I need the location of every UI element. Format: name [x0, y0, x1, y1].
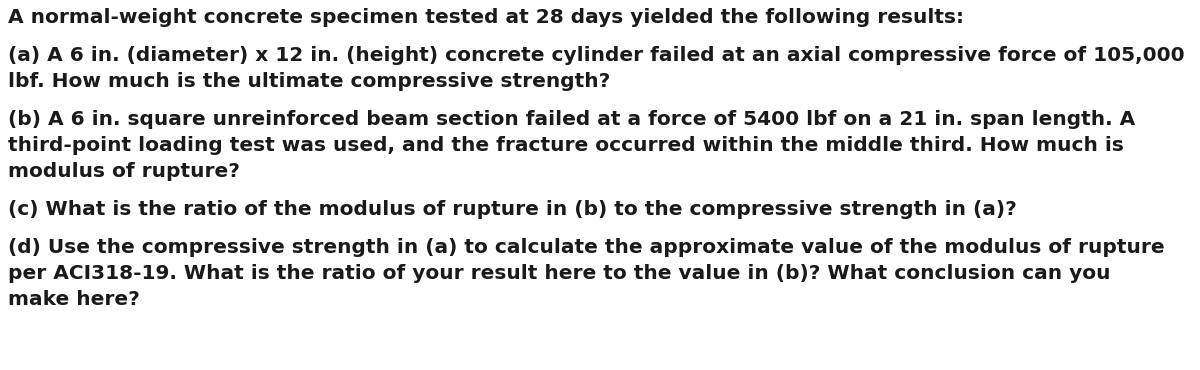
- Text: lbf. How much is the ultimate compressive strength?: lbf. How much is the ultimate compressiv…: [8, 72, 611, 91]
- Text: (d) Use the compressive strength in (a) to calculate the approximate value of th: (d) Use the compressive strength in (a) …: [8, 238, 1165, 257]
- Text: make here?: make here?: [8, 290, 139, 309]
- Text: per ACI318-19. What is the ratio of your result here to the value in (b)? What c: per ACI318-19. What is the ratio of your…: [8, 264, 1110, 283]
- Text: (c) What is the ratio of the modulus of rupture in (b) to the compressive streng: (c) What is the ratio of the modulus of …: [8, 200, 1016, 219]
- Text: (b) A 6 in. square unreinforced beam section failed at a force of 5400 lbf on a : (b) A 6 in. square unreinforced beam sec…: [8, 110, 1135, 129]
- Text: (a) A 6 in. (diameter) x 12 in. (height) concrete cylinder failed at an axial co: (a) A 6 in. (diameter) x 12 in. (height)…: [8, 46, 1184, 65]
- Text: A normal-weight concrete specimen tested at 28 days yielded the following result: A normal-weight concrete specimen tested…: [8, 8, 964, 27]
- Text: modulus of rupture?: modulus of rupture?: [8, 162, 240, 181]
- Text: third-point loading test was used, and the fracture occurred within the middle t: third-point loading test was used, and t…: [8, 136, 1124, 155]
